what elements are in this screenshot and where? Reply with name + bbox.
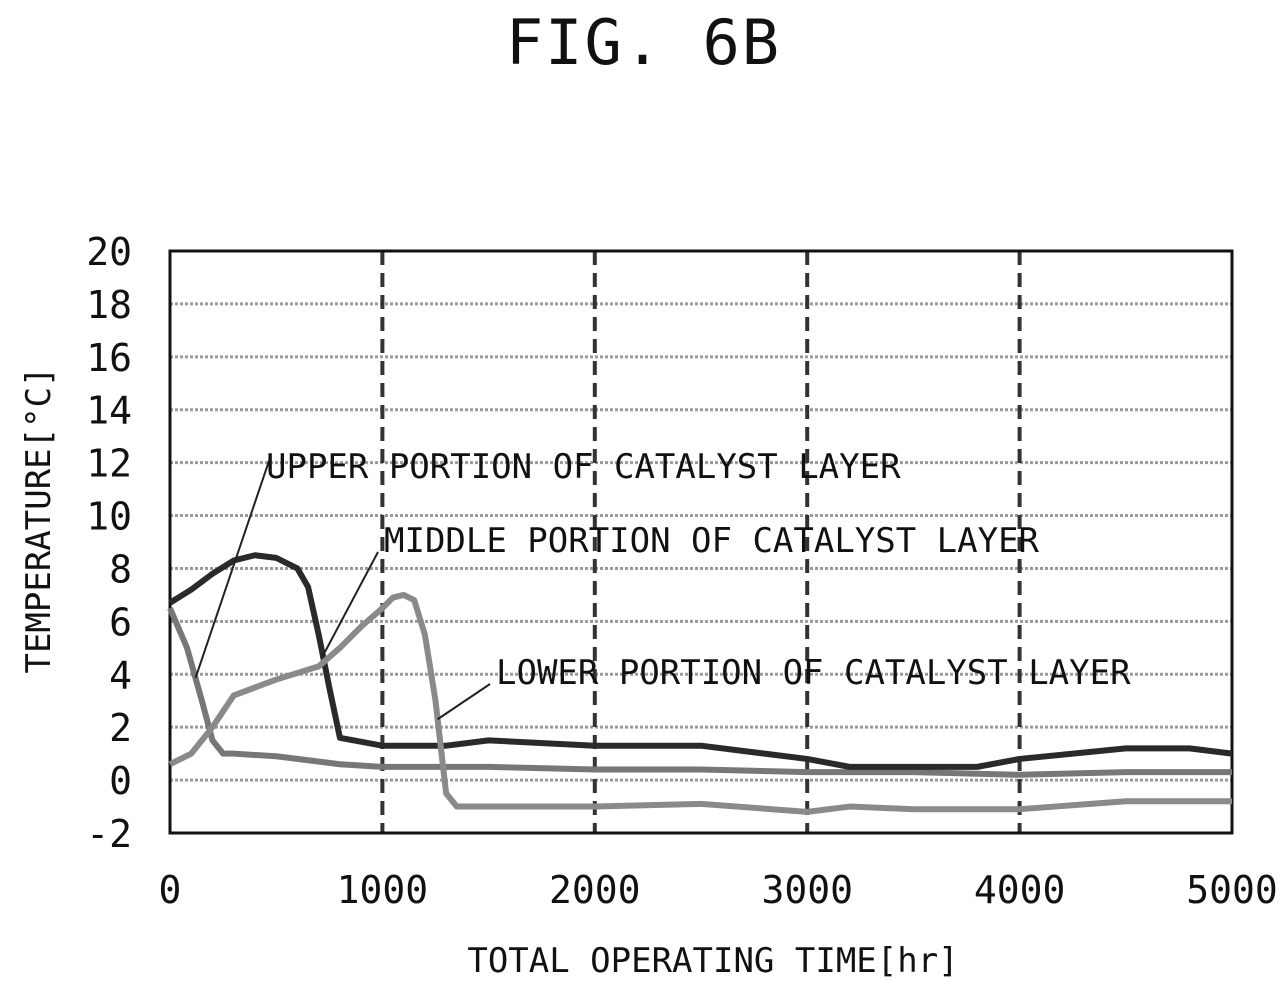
y-axis-label: TEMPERATURE[°C] [19,366,59,673]
y-tick-label: 18 [86,283,132,327]
x-tick-label: 5000 [1186,868,1278,912]
annotation-upper: UPPER PORTION OF CATALYST LAYER [266,447,901,487]
y-tick-label: 20 [86,230,132,274]
y-tick-label: 2 [109,706,132,750]
x-tick-label: 2000 [549,868,641,912]
x-axis-label: TOTAL OPERATING TIME[hr] [467,941,958,981]
x-tick-label: 4000 [974,868,1066,912]
x-tick-label: 0 [159,868,182,912]
y-tick-label: 8 [109,547,132,591]
annotation-lower: LOWER PORTION OF CATALYST LAYER [496,653,1131,693]
y-tick-label: 16 [86,336,132,380]
x-axis-ticks: 0 1000 2000 3000 4000 5000 [159,868,1278,912]
y-tick-label: 14 [86,389,132,433]
annotation-middle: MIDDLE PORTION OF CATALYST LAYER [384,521,1040,561]
y-tick-label: 4 [109,653,132,697]
y-tick-label: 0 [109,759,132,803]
annotation-leaders [195,458,490,719]
x-tick-label: 1000 [337,868,429,912]
y-tick-label: 12 [86,442,132,486]
annotation-leader [438,684,490,719]
x-tick-label: 3000 [761,868,853,912]
y-tick-label: -2 [86,812,132,856]
y-tick-label: 6 [109,600,132,644]
y-axis-ticks: -2 0 2 4 6 8 10 12 14 16 18 20 [86,230,132,856]
y-tick-label: 10 [86,495,132,539]
